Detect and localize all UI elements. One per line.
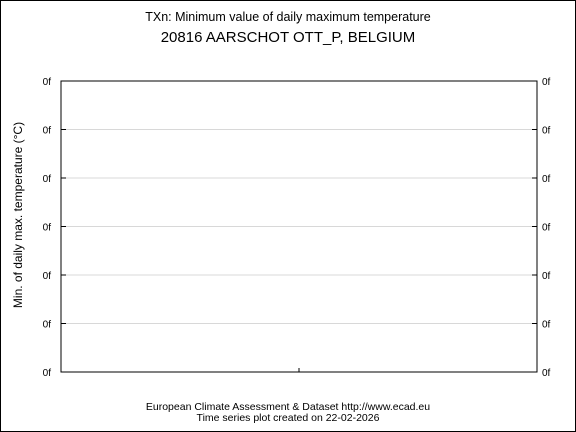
y-tick-label-right: 0f: [542, 77, 551, 88]
y-tick-label-right: 0f: [542, 174, 551, 185]
y-tick-label-left: 0f: [43, 77, 52, 88]
grid-lines: [61, 129, 537, 324]
y-axis-ticks: 0f 0f 0f 0f 0f 0f 0f 0f 0f 0f 0f 0f 0f 0f: [43, 77, 551, 379]
y-axis-label: Min. of daily max. temperature (°C): [11, 122, 25, 308]
y-tick-label-right: 0f: [542, 368, 551, 379]
chart-subtitle: 20816 AARSCHOT OTT_P, BELGIUM: [161, 29, 416, 46]
footer-date: Time series plot created on 22-02-2026: [197, 412, 380, 424]
y-tick-label-right: 0f: [542, 126, 551, 137]
y-tick-label-left: 0f: [43, 223, 52, 234]
y-tick-label-left: 0f: [43, 320, 52, 331]
chart-title: TXn: Minimum value of daily maximum temp…: [145, 10, 431, 24]
footer-credit: European Climate Assessment & Dataset ht…: [146, 401, 430, 413]
y-tick-label-left: 0f: [43, 368, 52, 379]
y-tick-label-left: 0f: [43, 174, 52, 185]
y-tick-label-right: 0f: [542, 271, 551, 282]
y-tick-label-right: 0f: [542, 320, 551, 331]
y-tick-label-left: 0f: [43, 271, 52, 282]
y-tick-label-left: 0f: [43, 126, 52, 137]
y-tick-label-right: 0f: [542, 223, 551, 234]
